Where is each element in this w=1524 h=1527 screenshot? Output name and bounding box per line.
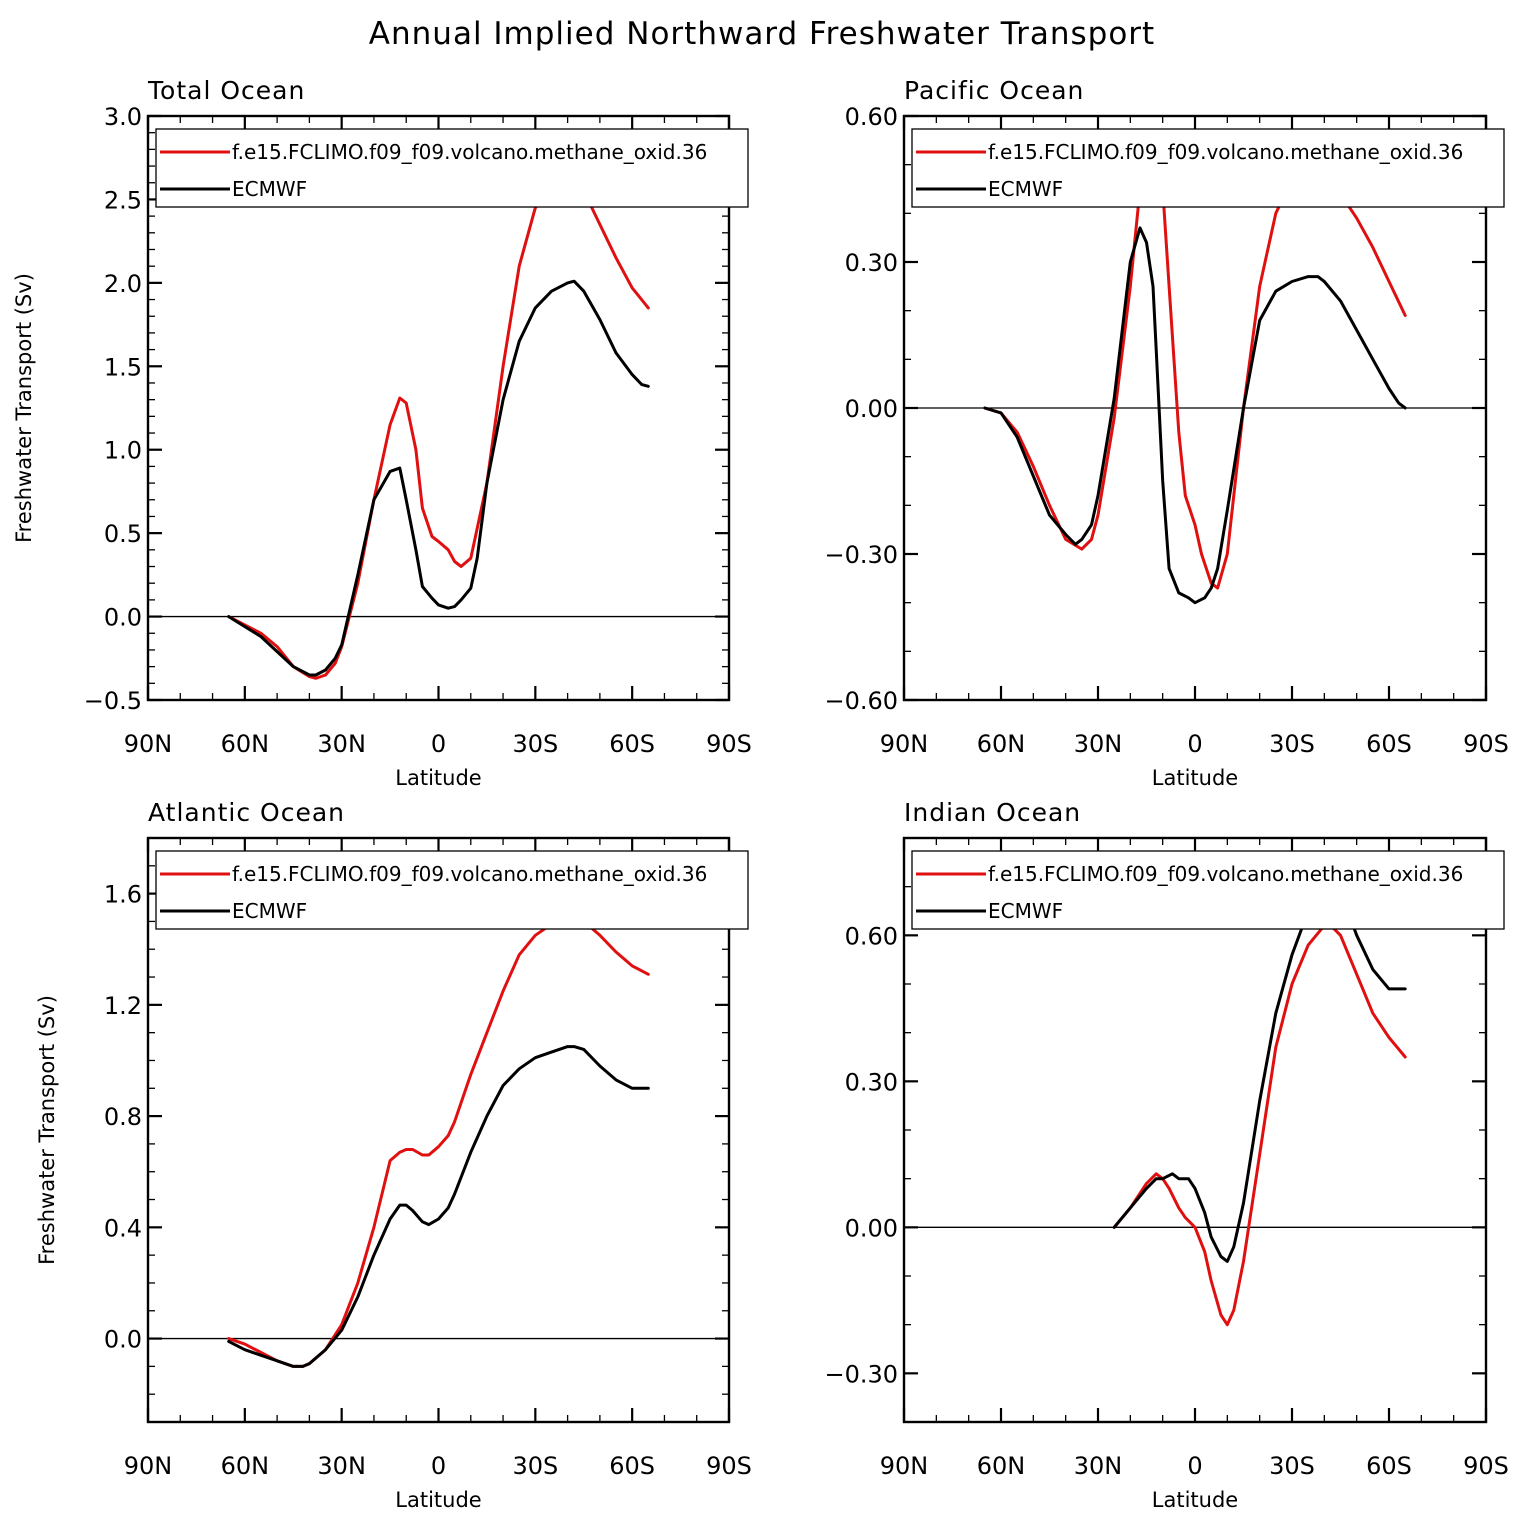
x-tick-label: 60N [221,730,270,758]
x-tick-label: 0 [431,730,446,758]
panel-indian-ocean: Indian Ocean 90N 60N 30N 0 30S 60S 90S −0.30 0.00… [824,798,1508,1512]
series-line-model [227,917,650,1368]
y-tick-label: −0.30 [824,541,898,569]
series-line-ecmwf [1112,885,1407,1263]
x-axis-label: Latitude [1152,1488,1238,1512]
y-tick-label: 0.00 [845,395,898,423]
x-tick-label: 60S [609,1452,655,1480]
x-tick-label: 30S [1269,1452,1315,1480]
series-line-ecmwf [227,279,650,677]
legend: f.e15.FCLIMO.f09_f09.volcano.methane_oxi… [911,128,1505,208]
panel-pacific-ocean: Pacific Ocean 90N 60N 30N 0 30S 60S 90S −0.60 −0.… [824,76,1508,790]
x-tick-label: 90S [706,1452,752,1480]
plot-frame [902,836,1488,1424]
legend-label: f.e15.FCLIMO.f09_f09.volcano.methane_oxi… [988,862,1463,886]
y-tick-label: 0.30 [845,249,898,277]
x-tick-label: 90S [1463,1452,1509,1480]
y-tick-label: 0.00 [845,1214,898,1242]
legend-label: ECMWF [988,899,1063,923]
legend-box [911,128,1505,208]
legend-label: f.e15.FCLIMO.f09_f09.volcano.methane_oxi… [232,862,707,886]
x-tick-label: 30N [1074,730,1123,758]
x-tick-label: 0 [1187,730,1202,758]
plot-frame [146,114,731,702]
plot-frame [902,114,1488,702]
series-line-model [1112,924,1407,1327]
y-tick-label: 0.5 [104,520,142,548]
x-tick-label: 90N [880,730,929,758]
panel-total-ocean: Total Ocean 90N 60N 30N 0 30S 60S 90S −0.5 0.0 0.5… [12,76,752,790]
x-tick-label: 60N [977,730,1026,758]
y-tick-label: 2.0 [104,270,142,298]
panel-title: Atlantic Ocean [148,798,345,827]
x-tick-label: 30S [512,730,558,758]
y-tick-label: 0.0 [104,604,142,632]
x-tick-label: 60S [1366,730,1412,758]
x-tick-label: 30S [512,1452,558,1480]
x-tick-label: 60S [609,730,655,758]
y-tick-label: 1.0 [104,437,142,465]
legend-label: ECMWF [988,177,1063,201]
legend-box [155,128,749,208]
x-tick-label: 30N [317,730,366,758]
x-axis-label: Latitude [395,766,481,790]
panel-atlantic-ocean: Atlantic Ocean 90N 60N 30N 0 30S 60S 90S 0.0 0.4 0… [35,798,752,1512]
x-tick-label: 90N [880,1452,929,1480]
y-tick-label: 0.60 [845,103,898,131]
x-tick-label: 90S [1463,730,1509,758]
y-tick-label: 1.5 [104,353,142,381]
legend: f.e15.FCLIMO.f09_f09.volcano.methane_oxi… [155,128,749,208]
x-tick-label: 90S [706,730,752,758]
panel-title: Indian Ocean [904,798,1081,827]
legend-label: ECMWF [232,899,307,923]
y-tick-label: 1.6 [104,881,142,909]
legend: f.e15.FCLIMO.f09_f09.volcano.methane_oxi… [911,850,1505,930]
legend-label: f.e15.FCLIMO.f09_f09.volcano.methane_oxi… [232,140,707,164]
series-line-ecmwf [227,1045,650,1368]
x-tick-label: 60N [221,1452,270,1480]
legend-box [155,850,749,930]
panel-title: Pacific Ocean [904,76,1084,105]
x-axis-label: Latitude [1152,766,1238,790]
y-tick-label: −0.60 [824,687,898,715]
y-axis-label: Freshwater Transport (Sv) [35,995,59,1265]
y-tick-label: 0.30 [845,1068,898,1096]
legend-box [911,850,1505,930]
series-line-ecmwf [983,226,1407,605]
legend-label: ECMWF [232,177,307,201]
y-tick-label: 0.4 [104,1214,142,1242]
plot-frame [146,836,731,1424]
x-tick-label: 30S [1269,730,1315,758]
y-tick-label: 1.2 [104,992,142,1020]
y-tick-label: −0.5 [84,687,142,715]
x-tick-label: 60S [1366,1452,1412,1480]
x-axis-label: Latitude [395,1488,481,1512]
y-tick-label: 0.0 [104,1326,142,1354]
x-tick-label: 0 [1187,1452,1202,1480]
x-tick-label: 60N [977,1452,1026,1480]
y-tick-label: 2.5 [104,186,142,214]
y-tick-label: −0.30 [824,1360,898,1388]
y-tick-label: 0.60 [845,922,898,950]
y-axis-label: Freshwater Transport (Sv) [12,273,36,543]
legend: f.e15.FCLIMO.f09_f09.volcano.methane_oxi… [155,850,749,930]
x-tick-label: 90N [124,730,173,758]
x-tick-label: 30N [1074,1452,1123,1480]
x-tick-label: 0 [431,1452,446,1480]
legend-label: f.e15.FCLIMO.f09_f09.volcano.methane_oxi… [988,140,1463,164]
x-tick-label: 90N [124,1452,173,1480]
y-tick-label: 3.0 [104,103,142,131]
y-tick-label: 0.8 [104,1103,142,1131]
figure-title: Annual Implied Northward Freshwater Tran… [369,16,1155,52]
x-tick-label: 30N [317,1452,366,1480]
panel-title: Total Ocean [147,76,305,105]
